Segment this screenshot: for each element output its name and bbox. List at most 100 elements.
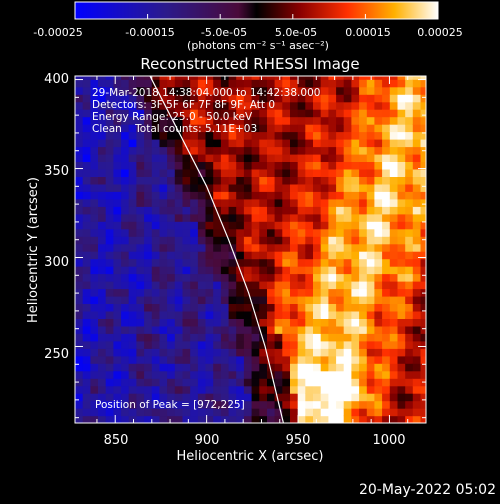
heatmap-cell: [366, 318, 376, 327]
heatmap-cell: [197, 228, 207, 237]
heatmap-cell: [167, 415, 176, 423]
heatmap-cell: [205, 206, 214, 215]
heatmap-cell: [144, 228, 153, 237]
heatmap-cell: [274, 221, 283, 230]
heatmap-cell: [274, 370, 283, 379]
heatmap-cell: [251, 348, 260, 357]
heatmap-cell: [228, 109, 237, 118]
heatmap-cell: [190, 340, 199, 349]
heatmap-cell: [121, 363, 130, 372]
heatmap-cell: [412, 355, 422, 364]
heatmap-cell: [374, 76, 383, 80]
heatmap-cell: [228, 415, 237, 423]
heatmap-cell: [159, 363, 168, 372]
heatmap-cell: [274, 355, 283, 364]
heatmap-cell: [144, 281, 153, 290]
heatmap-cell: [382, 236, 391, 245]
heatmap-cell: [359, 236, 368, 245]
heatmap-cell: [328, 273, 337, 282]
heatmap-cell: [82, 161, 91, 170]
heatmap-cell: [251, 325, 260, 334]
heatmap-cell: [305, 333, 314, 342]
heatmap-cell: [389, 146, 399, 155]
heatmap-cell: [205, 355, 214, 364]
heatmap-cell: [174, 333, 184, 342]
heatmap-cell: [366, 79, 376, 88]
heatmap-cell: [374, 168, 383, 177]
heatmap-cell: [397, 221, 406, 230]
heatmap-cell: [320, 86, 329, 95]
heatmap-cell: [343, 340, 352, 349]
heatmap-cell: [397, 228, 406, 237]
heatmap-cell: [151, 266, 161, 275]
heatmap-cell: [359, 258, 368, 267]
heatmap-cell: [98, 251, 107, 260]
heatmap-cell: [98, 221, 107, 230]
heatmap-cell: [336, 109, 345, 118]
heatmap-cell: [136, 243, 145, 252]
heatmap-cell: [397, 363, 406, 372]
heatmap-cell: [397, 288, 406, 297]
heatmap-cell: [420, 198, 426, 207]
heatmap-cell: [136, 340, 145, 349]
heatmap-cell: [151, 109, 161, 118]
heatmap-cell: [105, 378, 114, 387]
heatmap-cell: [190, 101, 199, 110]
heatmap-cell: [336, 400, 345, 409]
heatmap-cell: [82, 318, 91, 327]
heatmap-cell: [113, 295, 122, 304]
heatmap-cell: [190, 378, 199, 387]
heatmap-cell: [313, 348, 322, 357]
heatmap-cell: [220, 288, 230, 297]
heatmap-cell: [243, 146, 253, 155]
heatmap-cell: [228, 266, 237, 275]
heatmap-cell: [259, 153, 268, 162]
heatmap-cell: [420, 393, 426, 402]
heatmap-cell: [267, 213, 276, 222]
heatmap-cell: [75, 281, 84, 290]
heatmap-cell: [236, 378, 245, 387]
heatmap-cell: [98, 258, 107, 267]
heatmap-cell: [167, 176, 176, 185]
heatmap-cell: [374, 295, 383, 304]
heatmap-cell: [213, 348, 222, 357]
heatmap-cell: [420, 139, 426, 148]
heatmap-cell: [151, 415, 161, 423]
heatmap-cell: [382, 221, 391, 230]
heatmap-cell: [113, 168, 122, 177]
heatmap-cell: [359, 183, 368, 192]
annotation-detectors: Detectors: 3F 5F 6F 7F 8F 9F, Att 0: [92, 99, 275, 111]
heatmap-cell: [75, 221, 84, 230]
heatmap-cell: [105, 355, 114, 364]
heatmap-cell: [128, 258, 137, 267]
heatmap-cell: [420, 273, 426, 282]
heatmap-cell: [75, 146, 84, 155]
heatmap-cell: [313, 183, 322, 192]
heatmap-cell: [121, 243, 130, 252]
axis-ticks: [75, 76, 427, 423]
heatmap-cell: [328, 281, 337, 290]
heatmap-cell: [228, 251, 237, 260]
heatmap-cell: [274, 295, 283, 304]
heatmap-cell: [82, 221, 91, 230]
heatmap-cell: [151, 295, 161, 304]
heatmap-cell: [297, 146, 306, 155]
heatmap-cell: [197, 303, 207, 312]
heatmap-cell: [121, 325, 130, 334]
heatmap-cell: [121, 370, 130, 379]
heatmap-cell: [82, 363, 91, 372]
heatmap-cell: [105, 340, 114, 349]
heatmap-cell: [144, 295, 153, 304]
heatmap-cell: [90, 228, 99, 237]
heatmap-cell: [274, 310, 283, 319]
heatmap-cell: [190, 76, 199, 80]
heatmap-cell: [351, 281, 360, 290]
heatmap-cell: [405, 363, 414, 372]
heatmap-cell: [159, 310, 168, 319]
heatmap-cell: [397, 198, 406, 207]
heatmap-cell: [259, 243, 268, 252]
heatmap-cell: [151, 213, 161, 222]
heatmap-cell: [305, 355, 314, 364]
heatmap-cell: [243, 400, 253, 409]
heatmap-cell: [182, 236, 191, 245]
